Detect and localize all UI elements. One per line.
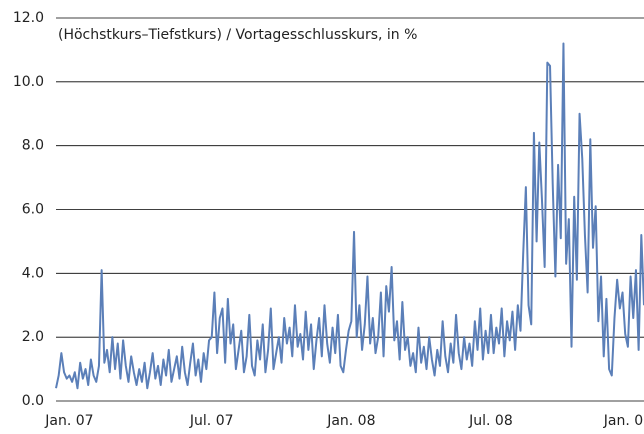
x-tick-label: Jul. 07 [189, 413, 234, 429]
x-tick-label: Jul. 08 [468, 413, 513, 429]
x-tick-label: Jan. 07 [44, 413, 93, 429]
data-line [55, 42, 644, 390]
y-tick-label: 12.0 [13, 10, 44, 26]
x-tick-label: Jan. 09 [603, 413, 644, 429]
y-tick-label: 6.0 [22, 202, 44, 218]
y-tick-label: 0.0 [22, 393, 44, 409]
x-tick-label: Jan. 08 [326, 413, 375, 429]
y-tick-label: 4.0 [22, 265, 44, 281]
y-tick-label: 2.0 [22, 329, 44, 345]
y-tick-label: 8.0 [22, 138, 44, 154]
y-tick-label: 10.0 [13, 74, 44, 90]
chart-title: (Höchstkurs–Tiefstkurs) / Vortagesschlus… [58, 27, 417, 43]
